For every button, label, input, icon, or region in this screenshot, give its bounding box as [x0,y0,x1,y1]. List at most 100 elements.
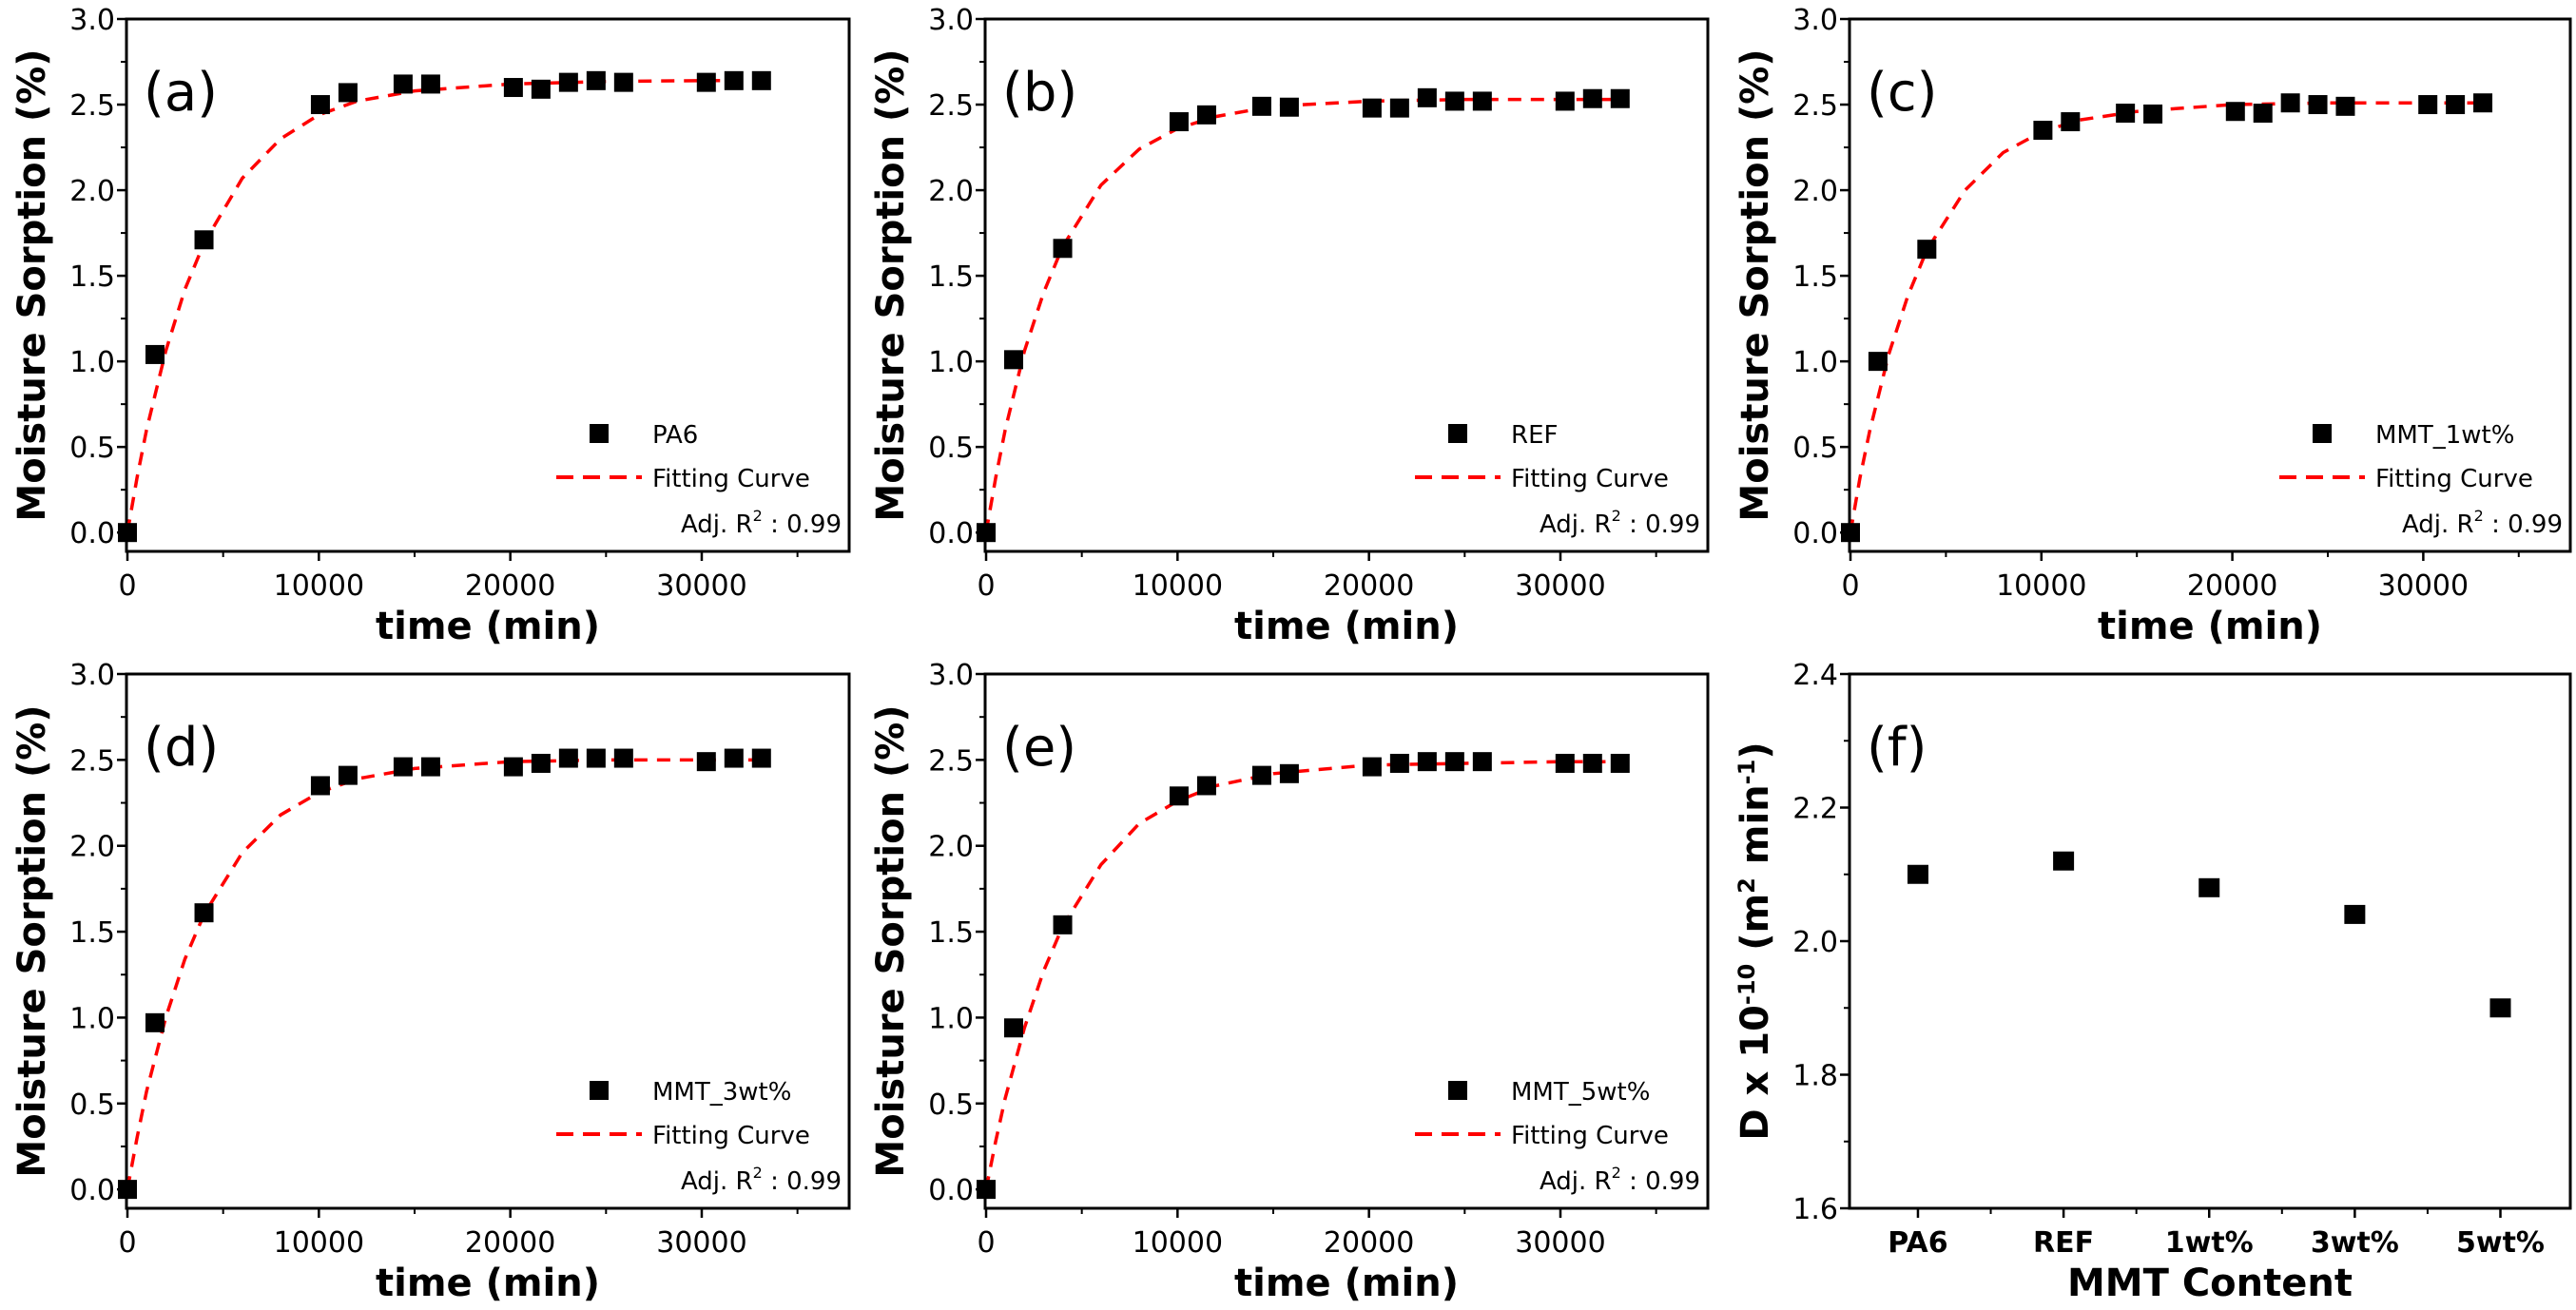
data-point [1389,753,1409,773]
x-tick-label: 10000 [1133,1226,1223,1260]
legend-marker-icon [1448,1081,1467,1100]
data-point [420,757,440,777]
data-point [310,776,330,796]
r-squared-label: Adj. R2 : 0.99 [681,507,842,539]
data-point [1868,352,1888,372]
panel-d: 0.0 0.5 1.0 1.5 2.0 2.5 3.0 0 10000 20000 30000 tim… [10,659,851,1305]
legend-label: PA6 [652,421,698,450]
data-point [724,70,744,90]
x-tick-label: 10000 [1996,569,2086,603]
data-point [2335,96,2355,116]
data-point [338,765,358,785]
data-point [1444,91,1464,111]
r2-value: : 0.99 [1621,511,1700,539]
y-tick-label: 2.0 [928,175,974,208]
y-tick-label: 1.0 [928,346,974,379]
y-tick-label: 1.5 [928,260,974,294]
data-point [1582,753,1602,773]
legend: REF Fitting Curve Adj. R2 : 0.99 [1415,421,1700,539]
y-tick-label: 3.0 [1792,4,1838,37]
ylabel-part: (m [1733,894,1777,964]
data-point [2116,104,2136,124]
r2-value: : 0.99 [763,511,842,539]
y-tick-label: 3.0 [928,659,974,692]
x-tick-label: 0 [1841,569,1859,603]
y-tick-label: 1.5 [69,260,115,294]
legend-label: Fitting Curve [652,465,810,493]
y-tick-label: 2.5 [928,744,974,778]
data-point [1555,753,1575,773]
y-tick-label: 0.0 [928,517,974,550]
data-point [531,79,551,99]
x-axis-title: time (min) [376,1262,600,1305]
data-point [751,70,771,90]
x-tick-label: 30000 [2378,569,2469,603]
y-tick-label: 0.0 [69,517,115,550]
data-point [1917,240,1937,260]
data-point [2143,104,2163,124]
y-axis-title: D x 10-10 (m2 min-1) [1733,742,1777,1140]
legend-label: MMT_3wt% [652,1078,791,1107]
data-point [2053,851,2075,871]
data-point [1472,752,1492,772]
y-tick-label: 0.5 [69,432,115,465]
data-point [2225,102,2245,122]
r2-prefix: Adj. R [681,1167,753,1196]
r2-superscript: 2 [2474,507,2484,525]
panel-e: 0.0 0.5 1.0 1.5 2.0 2.5 3.0 0 10000 20000 30000 tim… [869,659,1710,1305]
legend-label: Fitting Curve [1511,1122,1669,1150]
y-tick-label: 0.5 [928,1088,974,1122]
data-point [118,1180,138,1200]
data-point [2489,998,2511,1018]
r2-superscript: 2 [753,507,763,525]
x-tick-label: 30000 [1515,1226,1605,1260]
x-tick-label: 10000 [1133,569,1223,603]
y-tick-label: 1.0 [69,1002,115,1035]
data-point [1196,105,1216,125]
plot-frame [983,17,1710,553]
data-point [393,74,413,94]
y-tick-label: 2.0 [1792,926,1838,959]
data-point [420,74,440,94]
y-axis-title: Moisture Sorption (%) [10,704,54,1177]
y-tick-label: 2.5 [928,89,974,123]
r2-value: : 0.99 [763,1167,842,1196]
r-squared-label: Adj. R2 : 0.99 [2402,507,2563,539]
data-point [310,95,330,115]
y-tick-label: 0.0 [69,1174,115,1207]
data-point [696,752,716,772]
data-point [1279,763,1299,783]
r-squared-label: Adj. R2 : 0.99 [1540,1164,1700,1196]
x-tick-label: 1wt% [2165,1226,2254,1260]
data-point [1417,752,1437,772]
panel-label: (e) [1002,717,1076,779]
legend-marker-icon [590,424,609,443]
plot-frame [983,672,1710,1210]
ylabel-part: ) [1733,742,1777,759]
legend-label: MMT_5wt% [1511,1078,1650,1107]
data-point [145,344,165,364]
legend-marker-icon [1448,424,1467,443]
r2-value: : 0.99 [1621,1167,1700,1196]
x-tick-label: 20000 [2187,569,2277,603]
y-tick-label: 1.8 [1792,1060,1838,1093]
x-tick-label: 5wt% [2456,1226,2545,1260]
data-point [393,757,413,777]
ylabel-superscript: -1 [1733,760,1760,785]
panel-c: 0.0 0.5 1.0 1.5 2.0 2.5 3.0 0 10000 20000 30000 tim… [1733,4,2572,648]
x-tick-label: 0 [118,1226,136,1260]
r2-prefix: Adj. R [1540,511,1612,539]
x-axis-title: time (min) [1234,1262,1459,1305]
data-point [1472,91,1492,111]
data-point [1362,98,1382,118]
ylabel-superscript: 2 [1733,877,1760,894]
data-point [558,748,578,768]
data-point [1555,91,1575,111]
y-tick-label: 1.0 [69,346,115,379]
data-point [1003,1018,1023,1038]
data-point [1841,523,1861,543]
x-tick-label: 30000 [656,569,746,603]
data-point [503,757,523,777]
r-squared-label: Adj. R2 : 0.99 [681,1164,842,1196]
data-point [2344,904,2366,924]
